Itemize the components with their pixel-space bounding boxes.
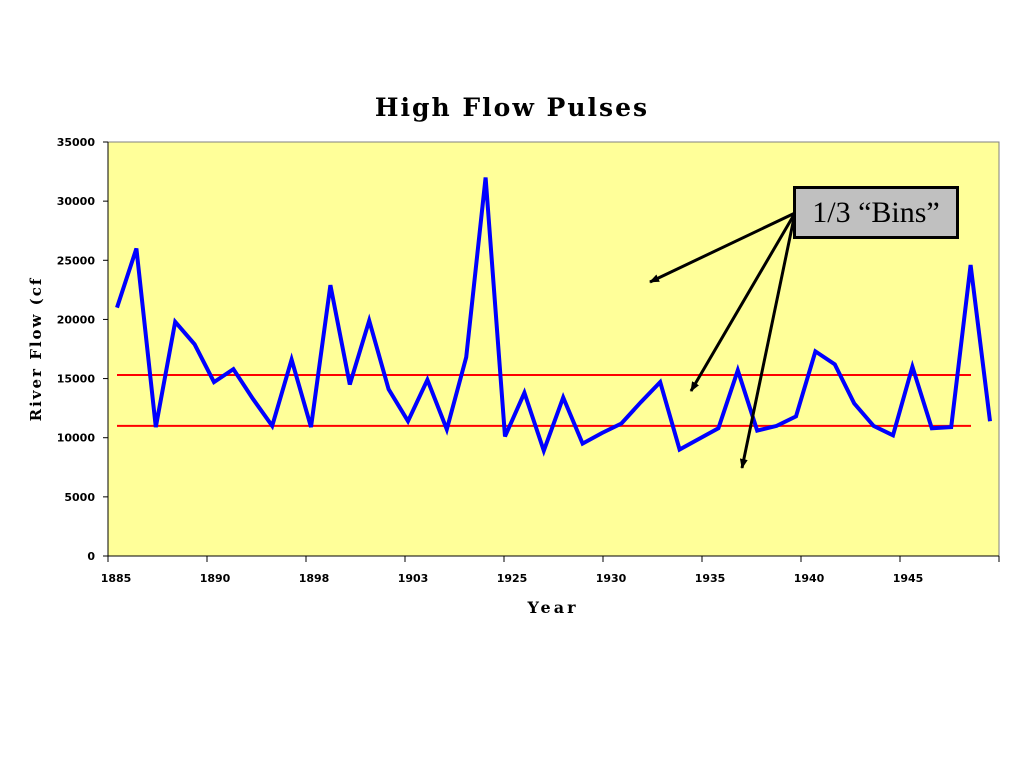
x-axis-label: Year — [527, 598, 579, 617]
chart-title: High Flow Pulses — [374, 93, 650, 122]
x-tick-label: 1935 — [695, 572, 726, 585]
y-tick-label: 20000 — [57, 313, 96, 326]
y-tick-label: 0 — [87, 550, 95, 563]
y-tick-label: 35000 — [57, 136, 96, 149]
y-tick-label: 30000 — [57, 195, 96, 208]
x-tick-label: 1940 — [794, 572, 825, 585]
x-tick-label: 1890 — [200, 572, 231, 585]
x-tick-label: 1925 — [497, 572, 528, 585]
x-tick-label: 1903 — [398, 572, 429, 585]
x-tick-label: 1945 — [893, 572, 924, 585]
y-tick-label: 10000 — [57, 432, 96, 445]
callout-arrow — [689, 212, 797, 392]
callout-arrow — [649, 211, 796, 284]
callout-arrow — [739, 212, 797, 469]
flow-series-line — [115, 177, 992, 457]
x-tick-label: 1930 — [596, 572, 627, 585]
y-tick-label: 15000 — [57, 373, 96, 386]
x-tick-label: 1885 — [101, 572, 132, 585]
bins-callout: 1/3 “Bins” — [793, 186, 959, 239]
y-tick-label: 25000 — [57, 254, 96, 267]
y-tick-label: 5000 — [64, 491, 95, 504]
x-tick-label: 1898 — [299, 572, 330, 585]
